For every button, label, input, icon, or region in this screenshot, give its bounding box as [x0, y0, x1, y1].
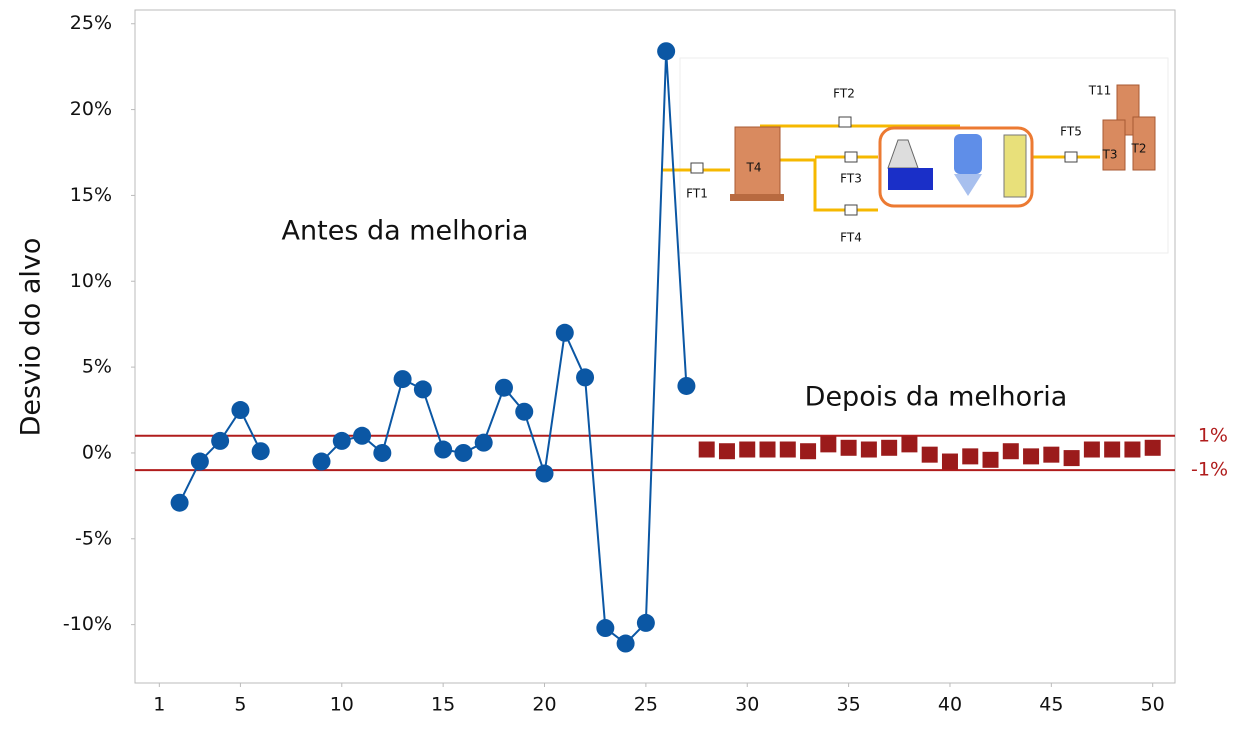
- marker: [332, 431, 351, 450]
- marker: [515, 402, 534, 421]
- marker: [820, 436, 837, 453]
- marker: [800, 443, 817, 460]
- marker: [190, 452, 209, 471]
- x-tick-label: 10: [330, 694, 354, 716]
- marker: [657, 42, 676, 61]
- plot-frame: [134, 9, 1176, 684]
- flow-meter: [844, 204, 858, 216]
- marker: [231, 401, 250, 420]
- tank: [734, 126, 781, 200]
- x-tick-label: 30: [735, 694, 759, 716]
- annotation: Depois da melhoria: [805, 382, 1068, 413]
- reference-label: -1%: [1191, 459, 1228, 481]
- x-tick-label: 25: [634, 694, 658, 716]
- marker: [636, 613, 655, 632]
- y-tick-label: 20%: [70, 98, 112, 120]
- y-tick-label: 0%: [82, 441, 112, 463]
- marker: [454, 443, 473, 462]
- marker: [1043, 446, 1060, 463]
- marker: [1063, 450, 1080, 467]
- marker: [901, 436, 918, 453]
- marker: [962, 448, 979, 465]
- marker: [1002, 443, 1019, 460]
- x-tick-label: 45: [1039, 694, 1063, 716]
- tank: [1132, 116, 1156, 171]
- marker: [739, 441, 756, 458]
- x-tick-label: 50: [1141, 694, 1165, 716]
- inset-label: T2: [1131, 142, 1147, 156]
- marker: [576, 368, 595, 387]
- marker: [312, 452, 331, 471]
- process-box: [878, 126, 1034, 208]
- marker: [616, 634, 635, 653]
- inset-label: T3: [1102, 148, 1118, 162]
- series-line: [178, 51, 688, 645]
- y-tick-label: 10%: [70, 270, 112, 292]
- inset-label: T11: [1088, 84, 1112, 98]
- x-tick-label: 1: [153, 694, 165, 716]
- marker: [353, 426, 372, 445]
- marker: [1023, 448, 1040, 465]
- marker: [677, 376, 696, 395]
- inset-label: FT4: [840, 231, 862, 245]
- marker: [1124, 441, 1141, 458]
- flow-meter: [844, 151, 858, 163]
- marker: [251, 442, 270, 461]
- y-tick-label: -10%: [63, 613, 112, 635]
- unit: [1003, 134, 1027, 198]
- marker: [881, 439, 898, 456]
- marker: [373, 443, 392, 462]
- marker: [698, 441, 715, 458]
- marker: [718, 443, 735, 460]
- motor: [888, 168, 933, 190]
- marker: [170, 493, 189, 512]
- y-tick-label: 25%: [70, 12, 112, 34]
- marker: [596, 619, 615, 638]
- x-tick-label: 5: [234, 694, 246, 716]
- marker: [474, 433, 493, 452]
- marker: [393, 370, 412, 389]
- inset-label: FT2: [833, 87, 855, 101]
- x-tick-label: 40: [938, 694, 962, 716]
- inset-diagram: FT1 FT2 FT3 FT4 FT5 T4 T11 T3 T2: [662, 57, 1169, 254]
- flow-meter: [690, 162, 704, 174]
- marker: [921, 446, 938, 463]
- annotation: Antes da melhoria: [282, 216, 529, 247]
- marker: [779, 441, 796, 458]
- marker: [434, 440, 453, 459]
- tank: [1102, 119, 1126, 171]
- inset-label: FT5: [1060, 125, 1082, 139]
- marker: [555, 323, 574, 342]
- marker: [982, 451, 999, 468]
- tank-base: [730, 194, 784, 201]
- y-axis-label: Desvio do alvo: [16, 238, 47, 437]
- flow-meter: [1064, 151, 1078, 163]
- filter: [954, 134, 982, 174]
- marker: [840, 439, 857, 456]
- marker: [1104, 441, 1121, 458]
- marker: [494, 378, 513, 397]
- marker: [759, 441, 776, 458]
- inset-label: FT1: [686, 187, 708, 201]
- inset-label: FT3: [840, 172, 862, 186]
- y-tick-label: 15%: [70, 184, 112, 206]
- reference-label: 1%: [1198, 424, 1228, 446]
- inset-label: T4: [746, 161, 762, 175]
- marker: [941, 453, 958, 470]
- x-tick-label: 20: [532, 694, 556, 716]
- filter-cone: [954, 174, 982, 196]
- marker: [535, 464, 554, 483]
- marker: [1144, 439, 1161, 456]
- y-tick-label: 5%: [82, 356, 112, 378]
- marker: [1083, 441, 1100, 458]
- marker: [211, 431, 230, 450]
- x-tick-label: 15: [431, 694, 455, 716]
- marker: [413, 380, 432, 399]
- marker: [860, 441, 877, 458]
- y-tick-label: -5%: [75, 527, 112, 549]
- flow-meter: [838, 116, 852, 128]
- x-tick-label: 35: [837, 694, 861, 716]
